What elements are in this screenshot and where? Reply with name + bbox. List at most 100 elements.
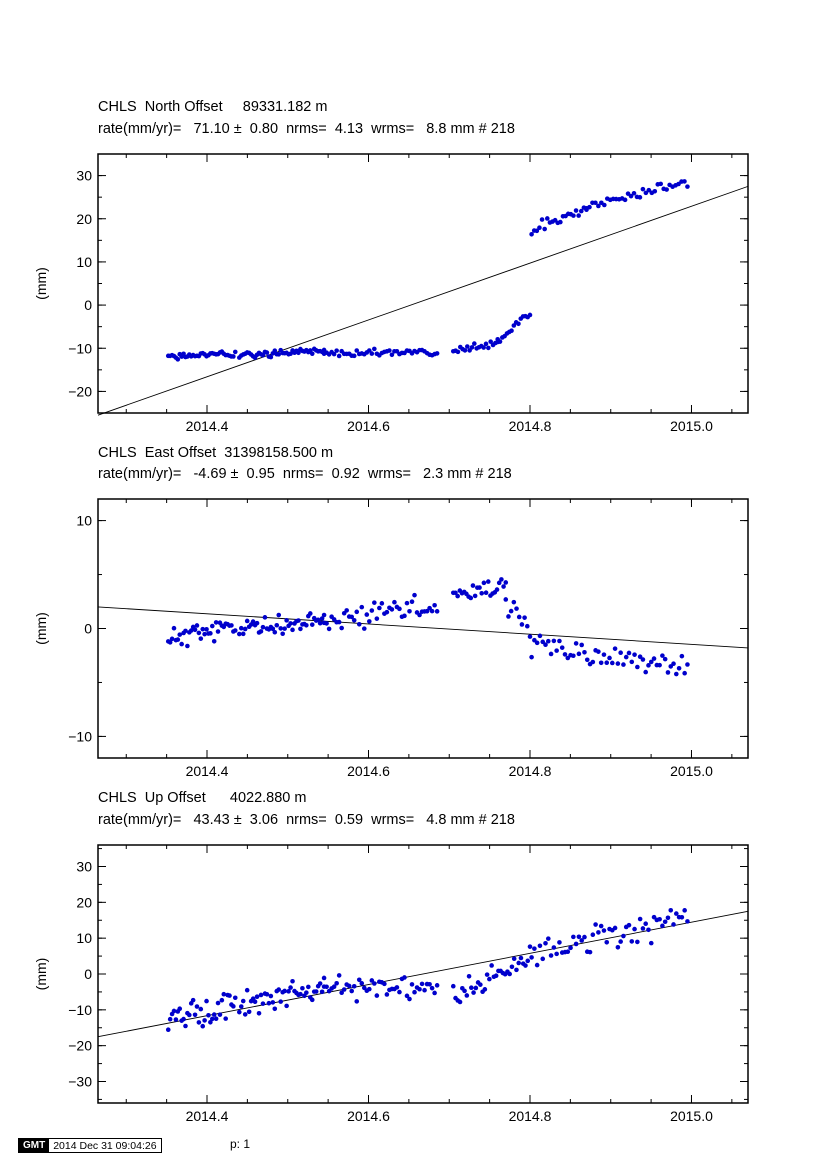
east-y-axis-label: (mm) <box>33 612 49 645</box>
up-data-point <box>557 940 562 945</box>
up-data-point <box>640 926 646 931</box>
gmt-timestamp-box: GMT 2014 Dec 31 09:04:26 <box>18 1138 162 1153</box>
east-data-point <box>424 608 430 614</box>
north-y-tick-label: 10 <box>76 254 92 270</box>
east-data-point <box>571 653 576 659</box>
up-data-point <box>548 953 554 958</box>
east-data-point <box>307 611 313 616</box>
up-stats: rate(mm/yr)= 43.43 ± 3.06 nrms= 0.59 wrm… <box>98 812 515 828</box>
up-data-point <box>286 989 291 994</box>
up-data-point <box>374 993 380 998</box>
east-data-point <box>499 577 504 582</box>
east-data-point <box>215 629 221 634</box>
up-data-point <box>493 973 499 978</box>
up-y-tick-label: −10 <box>68 1002 92 1018</box>
east-data-point <box>601 652 607 657</box>
up-data-point <box>534 962 540 968</box>
east-data-point <box>290 627 295 633</box>
north-data-point <box>596 203 601 209</box>
north-data-point <box>462 348 468 353</box>
up-data-point <box>237 1009 242 1015</box>
north-data-point <box>175 357 181 362</box>
east-data-point <box>579 642 584 648</box>
up-data-point <box>339 990 344 996</box>
east-data-point <box>167 640 173 645</box>
east-data-point <box>315 617 321 623</box>
up-data-point <box>317 981 323 986</box>
east-data-point <box>590 659 596 665</box>
up-data-point <box>507 971 512 977</box>
east-data-point <box>179 641 184 647</box>
up-data-point <box>202 1018 207 1023</box>
north-data-point <box>486 345 491 351</box>
east-x-tick-label: 2014.4 <box>186 763 229 779</box>
north-data-point <box>511 323 517 328</box>
up-data-point <box>612 925 618 931</box>
up-data-point <box>429 985 435 991</box>
east-title: CHLS East Offset 31398158.500 m <box>98 445 334 461</box>
east-data-point <box>344 608 349 613</box>
up-data-point <box>587 949 593 955</box>
up-data-point <box>422 987 427 993</box>
east-data-point <box>612 646 618 651</box>
north-x-tick-label: 2014.4 <box>186 418 229 434</box>
up-data-point <box>298 991 303 997</box>
up-y-tick-label: 10 <box>76 930 92 946</box>
east-data-point <box>662 656 668 662</box>
east-data-point <box>417 612 422 618</box>
east-y-tick-label: −10 <box>68 728 92 744</box>
east-data-point <box>324 621 329 626</box>
east-data-point <box>516 614 522 620</box>
up-data-point <box>200 1023 206 1029</box>
east-data-point <box>188 628 194 633</box>
east-data-point <box>392 599 397 605</box>
up-data-point <box>290 978 295 984</box>
up-data-point <box>346 983 352 989</box>
up-data-point <box>469 985 474 991</box>
east-data-point <box>503 580 509 585</box>
east-data-point <box>262 615 268 620</box>
up-data-point <box>270 1000 276 1005</box>
east-stats: rate(mm/yr)= -4.69 ± 0.95 nrms= 0.92 wrm… <box>98 466 512 482</box>
east-x-tick-label: 2014.6 <box>347 763 390 779</box>
up-data-point <box>367 986 372 992</box>
east-data-point <box>208 631 213 636</box>
up-data-point <box>514 967 519 973</box>
up-data-point <box>232 995 238 1001</box>
up-data-point <box>288 985 293 990</box>
north-data-point <box>558 219 563 225</box>
up-data-point <box>190 997 196 1003</box>
north-data-point <box>481 345 486 350</box>
east-data-point <box>554 648 559 653</box>
north-data-point <box>351 353 357 359</box>
up-data-point <box>590 932 596 937</box>
north-data-point <box>334 348 339 353</box>
up-data-point <box>384 992 390 997</box>
up-data-point <box>260 1001 266 1006</box>
up-data-point <box>171 1008 177 1014</box>
up-data-point <box>356 977 362 983</box>
east-data-point <box>660 653 665 658</box>
up-data-point <box>466 973 472 979</box>
up-data-point <box>579 938 584 943</box>
east-data-point <box>543 642 548 648</box>
up-data-point <box>671 922 676 927</box>
up-data-point <box>404 993 410 999</box>
north-data-point <box>497 339 503 344</box>
up-data-point <box>372 981 377 986</box>
north-data-point <box>685 184 690 189</box>
up-data-point <box>668 908 674 913</box>
up-data-point <box>626 922 632 928</box>
east-y-tick-label: 0 <box>84 621 92 637</box>
up-data-point <box>582 934 587 940</box>
east-data-point <box>309 622 315 627</box>
east-data-point <box>407 608 412 614</box>
up-data-point <box>268 993 274 999</box>
east-data-point <box>272 629 278 635</box>
up-data-point <box>554 951 559 957</box>
up-data-point <box>334 980 339 986</box>
up-data-point <box>412 989 417 995</box>
north-data-point <box>276 352 282 357</box>
north-data-point <box>637 195 643 200</box>
